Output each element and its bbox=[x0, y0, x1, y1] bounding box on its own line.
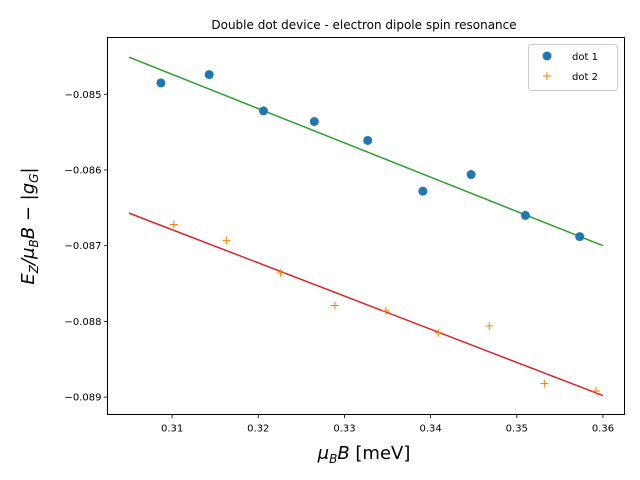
data-point-dot-2 bbox=[276, 268, 285, 277]
x-tick-label: 0.33 bbox=[333, 424, 355, 435]
legend-label-dot-1: dot 1 bbox=[572, 52, 598, 63]
x-tick-label: 0.32 bbox=[247, 424, 269, 435]
x-tick-label: 0.34 bbox=[419, 424, 441, 435]
data-point-dot-1 bbox=[309, 117, 319, 127]
chart-title: Double dot device - electron dipole spin… bbox=[211, 18, 516, 32]
data-point-dot-1 bbox=[363, 135, 373, 145]
data-point-dot-2 bbox=[434, 328, 443, 337]
fit-line-dot-2 bbox=[128, 212, 604, 397]
x-axis-ticks: 0.31 0.32 0.33 0.34 0.35 0.36 bbox=[161, 414, 614, 435]
legend-marker-dot-1 bbox=[542, 51, 552, 61]
y-tick-label: −0.087 bbox=[64, 241, 101, 252]
data-point-dot-2 bbox=[381, 306, 390, 315]
data-point-dot-2 bbox=[330, 301, 339, 310]
x-tick-label: 0.36 bbox=[592, 424, 614, 435]
legend: dot 1 dot 2 bbox=[528, 44, 618, 91]
data-point-dot-2 bbox=[592, 387, 601, 396]
y-axis-ticks: −0.085 −0.086 −0.087 −0.088 −0.089 bbox=[64, 90, 108, 404]
data-point-dot-2 bbox=[222, 236, 231, 245]
data-point-dot-1 bbox=[466, 170, 476, 180]
x-tick-label: 0.31 bbox=[161, 424, 183, 435]
y-tick-label: −0.086 bbox=[64, 165, 101, 176]
data-point-dot-1 bbox=[258, 106, 268, 116]
data-point-dot-2 bbox=[169, 220, 178, 229]
data-point-dot-2 bbox=[485, 321, 494, 330]
data-points bbox=[156, 70, 601, 396]
legend-label-dot-2: dot 2 bbox=[572, 72, 598, 83]
plot-area bbox=[107, 37, 625, 415]
data-point-dot-1 bbox=[156, 78, 166, 88]
data-point-dot-1 bbox=[204, 70, 214, 80]
plot-frame bbox=[107, 37, 625, 415]
x-tick-label: 0.35 bbox=[506, 424, 528, 435]
x-axis-label: μBB [meV] bbox=[317, 443, 411, 466]
data-point-dot-1 bbox=[520, 210, 530, 220]
y-axis-label: EZ/μBB − |gG| bbox=[18, 167, 41, 284]
data-point-dot-2 bbox=[540, 379, 549, 388]
y-tick-label: −0.085 bbox=[64, 90, 101, 101]
y-tick-label: −0.089 bbox=[64, 393, 101, 404]
data-point-dot-1 bbox=[418, 186, 428, 196]
y-tick-label: −0.088 bbox=[64, 317, 101, 328]
legend-marker-dot-2 bbox=[543, 72, 551, 80]
data-point-dot-1 bbox=[575, 232, 585, 242]
